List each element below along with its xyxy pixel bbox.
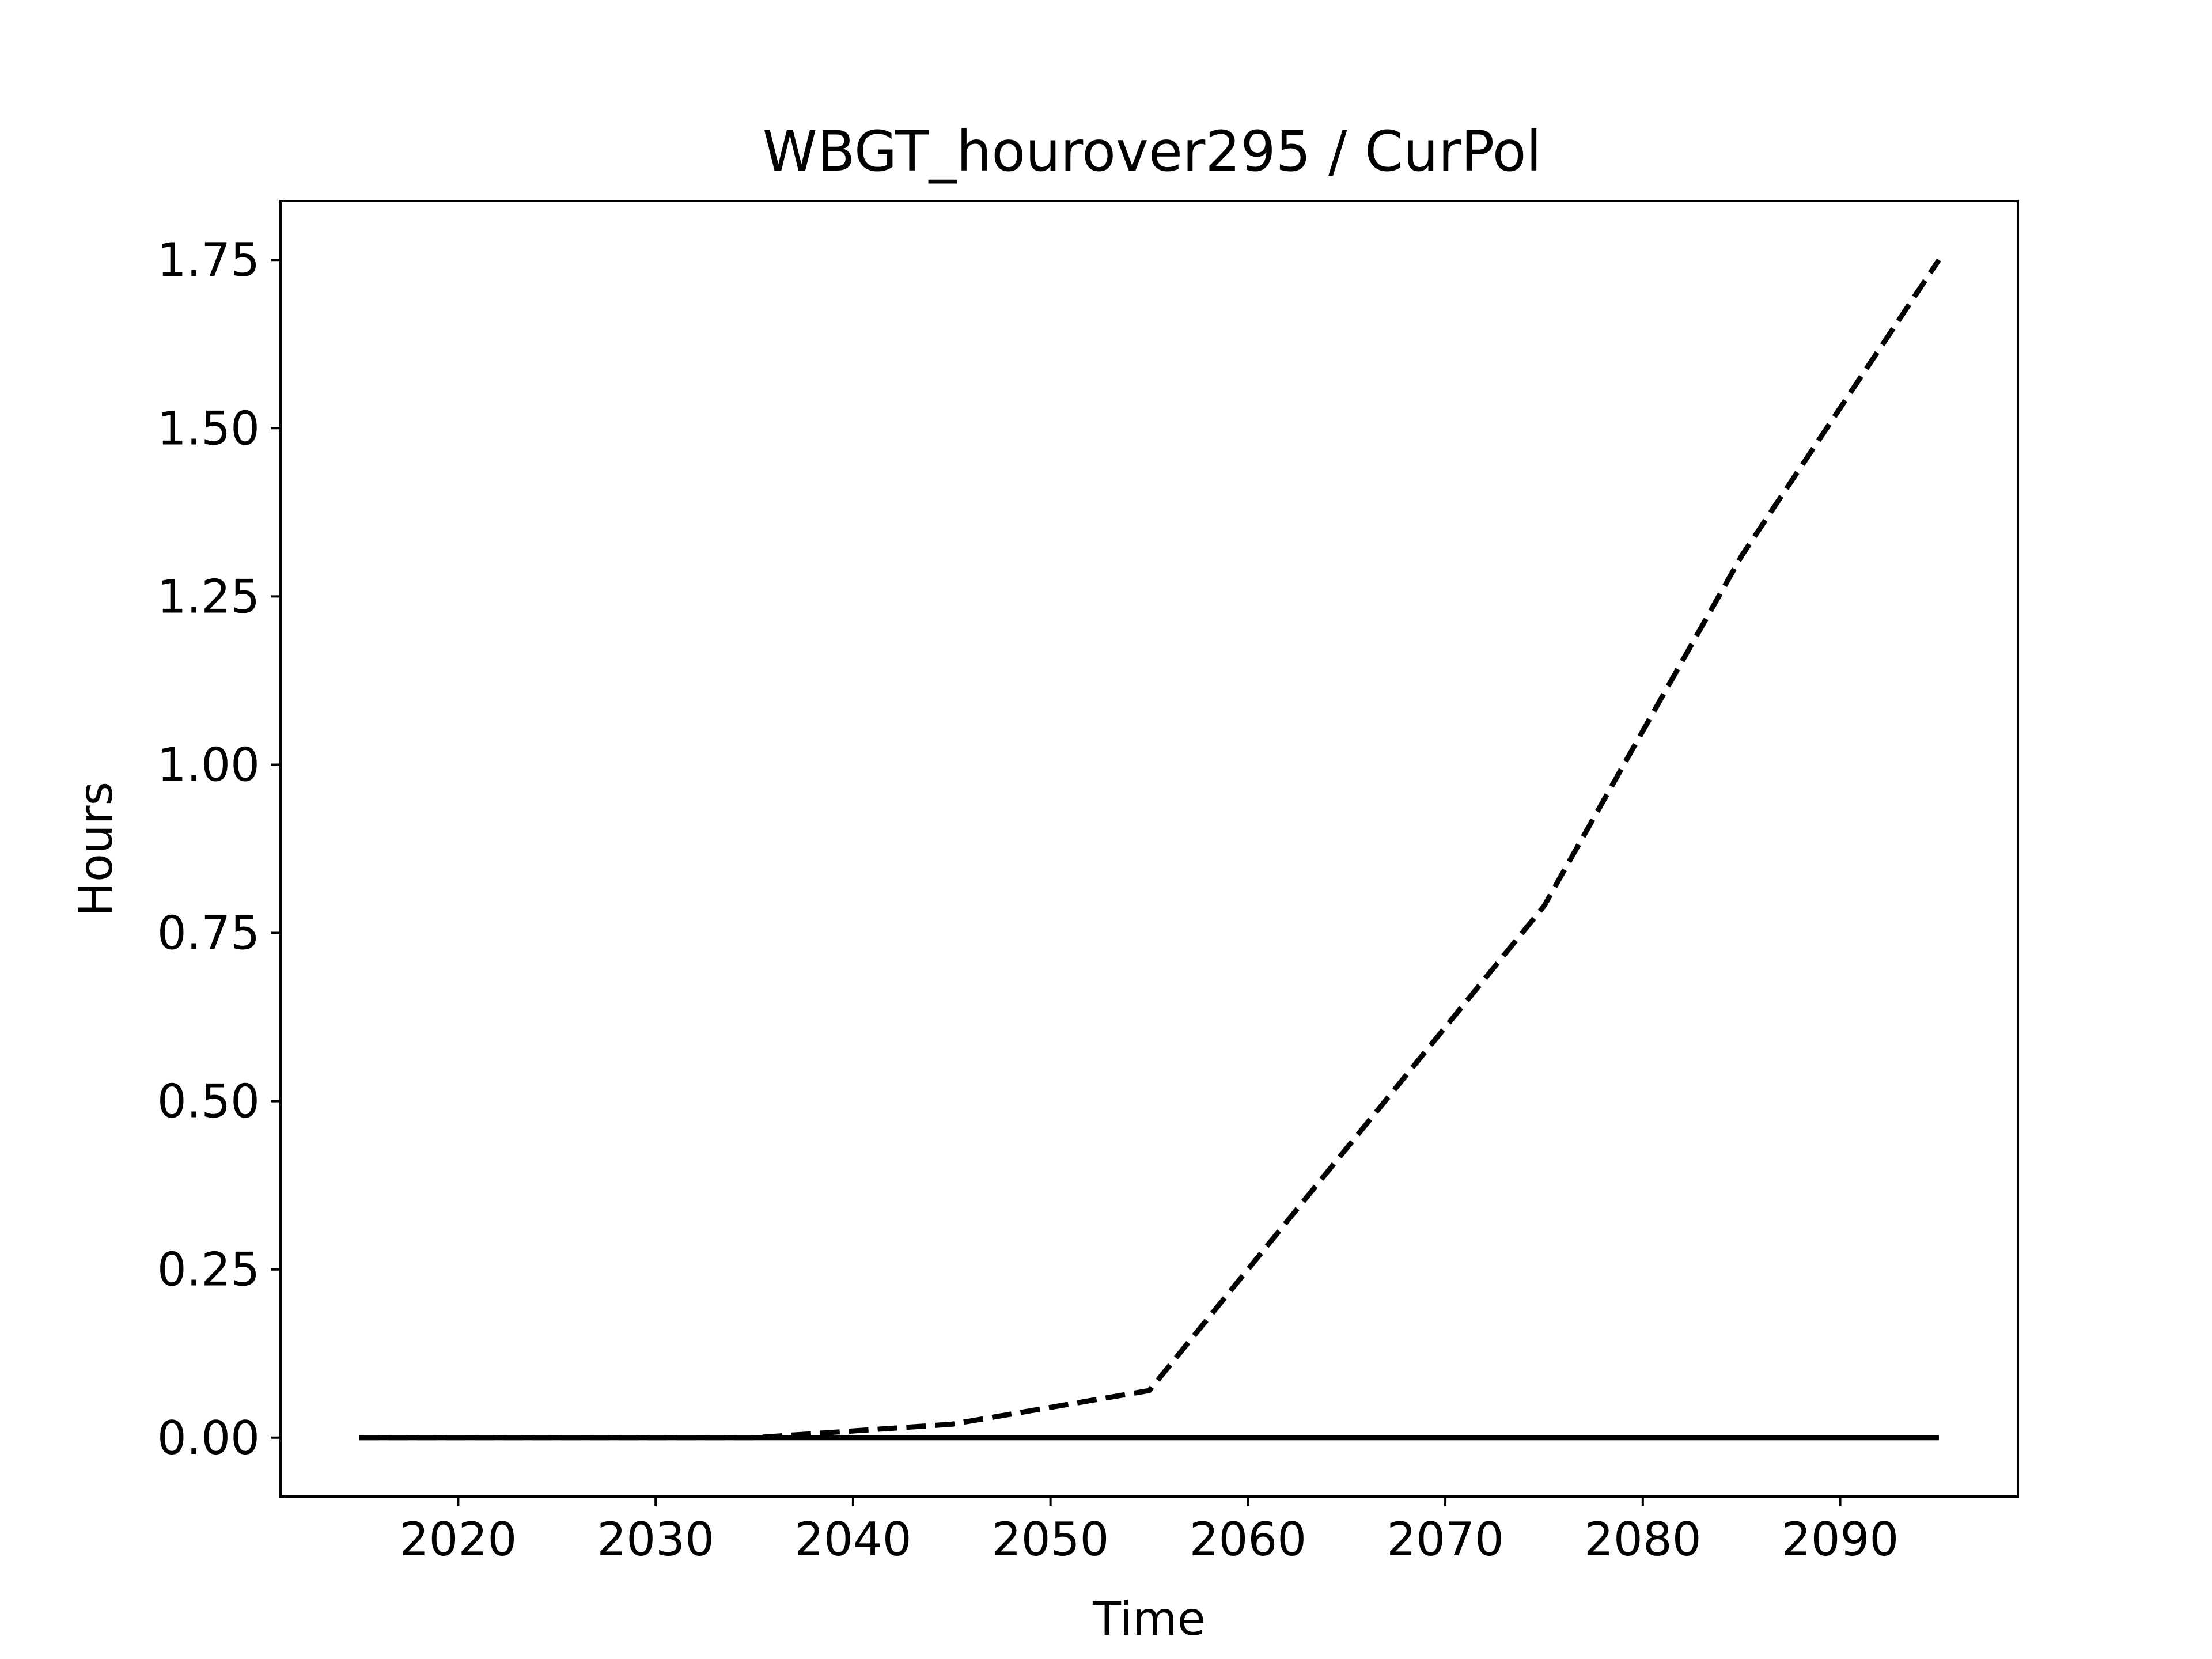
x-tick-label: 2020	[400, 1513, 517, 1566]
series-layer	[359, 258, 1941, 1441]
y-tick-label: 0.25	[157, 1243, 260, 1297]
y-tick-label: 0.00	[157, 1411, 260, 1465]
x-tick-label: 2070	[1387, 1513, 1504, 1566]
x-axis-ticks: 2020 2030 2040 2050 2060 2070 2080 2090	[400, 1497, 1899, 1566]
x-tick-label: 2090	[1782, 1513, 1899, 1566]
y-tick-label: 1.75	[157, 233, 260, 287]
x-tick-label: 2060	[1190, 1513, 1307, 1566]
y-axis-title: Hours	[69, 782, 123, 916]
x-axis-title: Time	[1092, 1592, 1206, 1646]
y-tick-label: 1.50	[157, 402, 260, 455]
y-tick-label: 0.50	[157, 1075, 260, 1128]
chart-title: WBGT_hourover295 / CurPol	[763, 119, 1541, 184]
x-tick-label: 2040	[794, 1513, 912, 1566]
axes-frame	[279, 200, 2019, 1498]
x-tick-label: 2050	[992, 1513, 1109, 1566]
x-tick-label: 2030	[597, 1513, 714, 1566]
y-tick-label: 1.25	[157, 570, 260, 623]
y-tick-label: 0.75	[157, 907, 260, 960]
y-tick-label: 1.00	[157, 738, 260, 791]
y-axis-ticks: 0.00 0.25 0.50 0.75 1.00 1.25 1.50 1.75	[157, 233, 281, 1465]
x-tick-label: 2080	[1584, 1513, 1702, 1566]
